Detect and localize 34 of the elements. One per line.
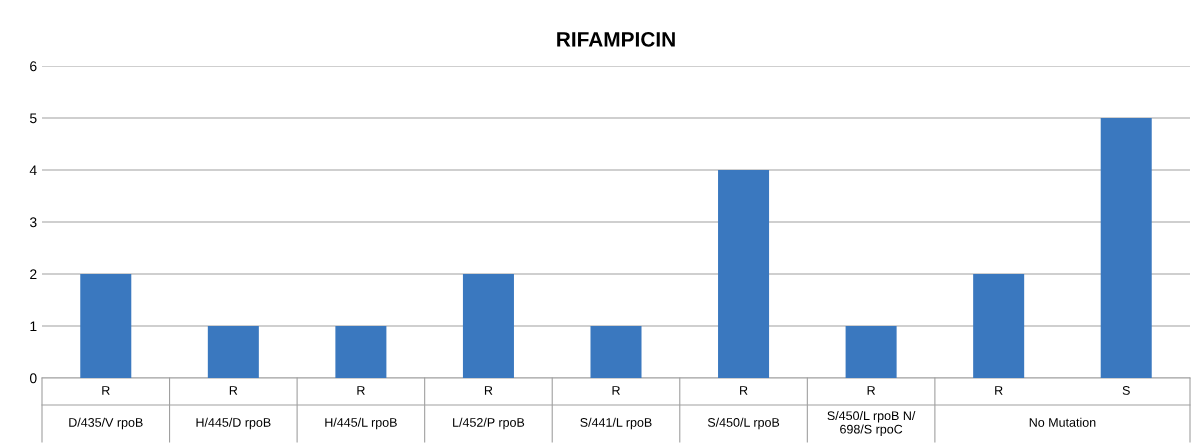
y-tick-label: 3 [29,217,37,228]
text: L/452/P rpoB [453,417,525,430]
y-tick-label: 2 [30,269,37,280]
bar [207,326,259,378]
bar [335,326,387,378]
x-tick-label: R [102,386,110,395]
x-tick-label: R [229,386,238,395]
bar [845,326,897,378]
x-tick-label: S [1122,386,1130,395]
x-tick-label: R [740,386,748,395]
x-tick-label: R [357,386,365,395]
bar [590,326,642,378]
text: D/435/V rpoB [69,417,143,430]
x-tick-label: R [867,386,876,395]
y-tick-label: 5 [29,113,37,124]
y-tick-label: 1 [30,321,37,332]
y-tick-label: 6 [30,61,37,72]
bar [718,170,770,378]
y-tick-label: 4 [29,165,37,176]
text: S/450/L rpoB [707,417,780,430]
x-tick-label: R [612,386,620,395]
text: No Mutation [1029,417,1096,427]
x-tick-label: R [484,386,493,395]
bar [80,274,132,378]
bar [1100,118,1152,378]
text: H/445/L rpoB [325,417,397,430]
y-tick-label: 0 [29,373,37,384]
text: S/441/L rpoB [580,417,652,430]
chart-title: RIFAMPICIN [557,32,675,47]
bar [973,274,1025,378]
bar [462,274,514,378]
text: H/445/D rpoB [196,417,271,430]
text: S/450/L rpoB N/ 698/S rpoC [827,410,916,437]
x-tick-label: R [995,386,1003,395]
